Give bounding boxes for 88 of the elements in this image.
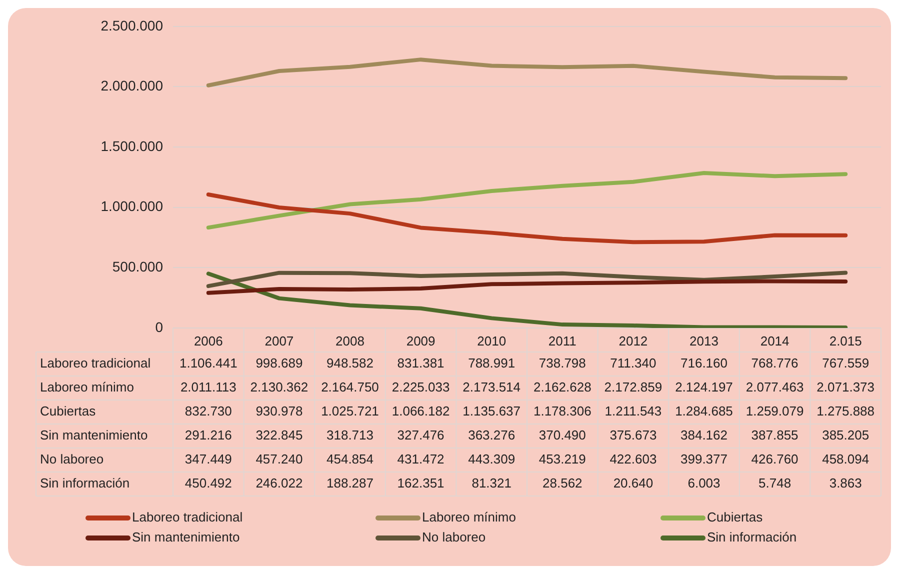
data-label: 457.240 (256, 452, 303, 467)
data-label: 363.276 (468, 428, 516, 443)
data-label: 1.275.888 (816, 404, 875, 419)
data-label: 387.855 (751, 428, 798, 443)
data-label: 1.066.182 (392, 404, 450, 419)
legend-label: No laboreo (422, 530, 486, 545)
legend-label: Cubiertas (707, 510, 764, 525)
data-label: 2.173.514 (462, 380, 521, 395)
data-label: 450.492 (184, 476, 232, 491)
data-label: 454.854 (326, 452, 374, 467)
data-label: 1.211.543 (604, 404, 662, 419)
data-label: 347.449 (184, 452, 232, 467)
data-label: 1.106.441 (179, 356, 238, 371)
data-label: 81.321 (472, 476, 512, 491)
data-label: 1.178.306 (533, 404, 592, 419)
data-label: 2.164.750 (321, 380, 379, 395)
data-label: 162.351 (397, 476, 444, 491)
data-label: 246.022 (256, 476, 303, 491)
data-label: 2.225.033 (392, 380, 450, 395)
data-label: 322.845 (256, 428, 303, 443)
text: Sin información (40, 476, 130, 491)
data-label: 5.748 (758, 476, 792, 491)
data-label: 1.259.079 (746, 404, 804, 419)
x-tick-label: 2009 (406, 333, 436, 348)
y-tick-label: 2.000.000 (100, 78, 164, 94)
x-tick-label: 2.015 (829, 333, 862, 348)
data-label: 788.991 (468, 356, 516, 371)
data-label: 443.309 (468, 452, 516, 467)
data-label: 767.559 (822, 356, 870, 371)
data-label: 458.094 (822, 452, 870, 467)
data-label: 1.135.637 (462, 404, 521, 419)
x-tick-label: 2010 (477, 333, 506, 348)
x-tick-label: 2012 (618, 333, 648, 348)
data-label: 375.673 (610, 428, 657, 443)
text: Laboreo tradicional (40, 356, 151, 371)
y-tick-label: 2.500.000 (100, 17, 164, 34)
data-label: 327.476 (397, 428, 444, 443)
y-tick-label: 1.000.000 (100, 198, 164, 214)
data-label: 716.160 (680, 356, 728, 371)
data-label: 711.340 (610, 356, 656, 371)
data-label: 2.071.373 (816, 380, 875, 395)
text: No laboreo (40, 452, 104, 467)
data-label: 831.381 (397, 356, 444, 371)
data-label: 930.978 (256, 404, 303, 419)
data-label: 2.172.859 (604, 380, 662, 395)
data-label: 1.284.685 (675, 404, 733, 419)
data-label: 2.077.463 (746, 380, 804, 395)
legend-label: Sin información (707, 530, 797, 545)
text: Sin mantenimiento (40, 428, 148, 443)
data-label: 291.216 (184, 428, 232, 443)
data-label: 832.730 (184, 404, 232, 419)
data-label: 1.025.721 (321, 404, 379, 419)
data-label: 453.219 (538, 452, 586, 467)
data-label: 738.798 (538, 356, 586, 371)
text: Cubiertas (40, 404, 96, 419)
data-label: 20.640 (613, 476, 654, 491)
x-tick-label: 2008 (336, 333, 364, 348)
x-tick-label: 2013 (690, 333, 718, 348)
data-label: 188.287 (326, 476, 374, 491)
data-label: 2.162.628 (533, 380, 592, 395)
data-label: 3.863 (829, 476, 862, 491)
x-tick-label: 2006 (194, 333, 223, 348)
data-label: 318.713 (326, 428, 374, 443)
data-label: 2.124.197 (675, 380, 733, 395)
data-label: 6.003 (688, 476, 720, 491)
data-label: 2.130.362 (250, 380, 308, 395)
data-label: 431.472 (397, 452, 444, 467)
data-label: 28.562 (542, 476, 582, 491)
data-label: 370.490 (538, 428, 586, 443)
y-tick-label: 1.500.000 (100, 138, 164, 154)
data-label: 948.582 (326, 356, 374, 371)
y-tick-label: 0 (155, 318, 164, 335)
data-label: 2.011.113 (180, 380, 236, 395)
text: Laboreo mínimo (40, 380, 134, 395)
data-label: 422.603 (610, 452, 657, 467)
data-label: 385.205 (822, 428, 870, 443)
data-label: 426.760 (751, 452, 798, 467)
x-tick-label: 2011 (548, 333, 576, 348)
legend-label: Laboreo mínimo (422, 510, 516, 525)
data-label: 399.377 (680, 452, 728, 467)
data-label: 998.689 (256, 356, 303, 371)
data-label: 384.162 (680, 428, 728, 443)
x-tick-label: 2007 (264, 333, 294, 348)
data-label: 768.776 (751, 356, 798, 371)
y-tick-label: 500.000 (112, 258, 164, 275)
legend-label: Sin mantenimiento (132, 530, 240, 545)
x-tick-label: 2014 (760, 333, 790, 348)
legend-label: Laboreo tradicional (132, 510, 243, 525)
